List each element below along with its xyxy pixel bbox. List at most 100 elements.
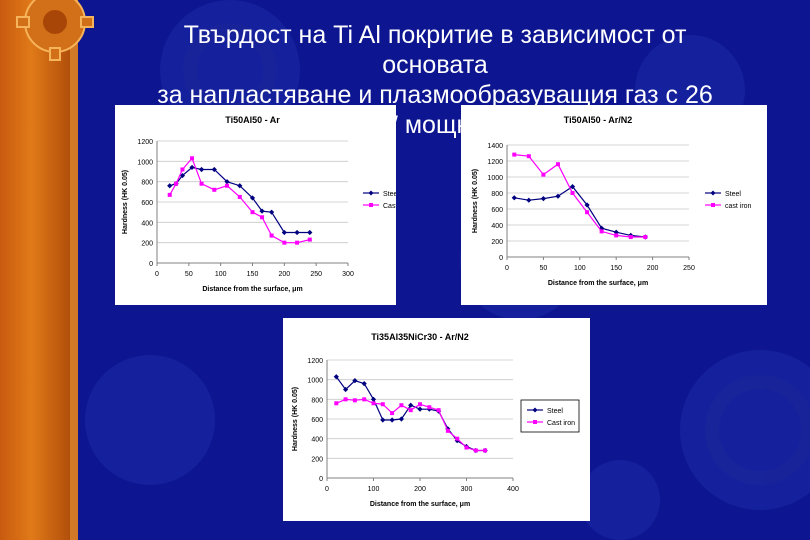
title-line-4: kW мощност [361,111,509,139]
x-tick-label: 250 [310,271,322,278]
data-point-cast-iron [555,162,560,167]
y-axis-label: Hardness (HK 0.05) [292,387,299,451]
data-point-steel [259,208,265,214]
data-point-steel [294,229,300,236]
data-point-cast-iron [190,156,195,161]
x-tick-label: 200 [278,271,290,278]
x-tick-label: 150 [247,271,259,278]
data-point-cast-iron [455,436,460,441]
x-tick-label: 100 [215,271,227,278]
data-point-steel [389,417,395,423]
data-point-steel [540,196,546,202]
data-point-cast-iron [362,397,367,402]
data-point-cast-iron [212,187,217,192]
data-point-cast-iron [199,181,204,186]
x-tick-label: 400 [507,486,519,493]
data-point-cast-iron [282,240,287,245]
y-tick-label: 0 [499,255,503,262]
x-tick-label: 200 [414,486,426,493]
data-point-cast-iron [418,402,422,407]
x-tick-label: 50 [540,265,548,272]
data-point-cast-iron [269,233,274,238]
data-point-cast-iron [380,402,385,407]
data-point-cast-iron [614,233,619,238]
y-axis-label: Hardness (HK 0.05) [122,170,129,234]
title-line-3: за напластяване и плазмообразуващия газ … [157,81,713,109]
data-point-cast-iron [599,229,604,234]
data-point-cast-iron [167,192,172,197]
data-point-steel [179,172,186,179]
left-strip-edge [70,0,78,540]
data-point-cast-iron [295,240,300,245]
left-decorative-strip [0,0,78,540]
x-tick-label: 100 [368,486,380,493]
data-point-steel [380,417,386,423]
chart-title: Ti50Al50 - Ar/N2 [564,115,633,125]
data-point-cast-iron [260,215,265,220]
data-point-cast-iron [307,237,312,242]
data-point-cast-iron [483,448,488,453]
y-tick-label: 1200 [487,159,503,166]
y-tick-label: 1000 [137,159,153,166]
series-line-cast-iron [169,157,310,244]
chart-legend: Steel cast iron [705,190,752,210]
data-point-steel [398,416,404,422]
legend-marker-steel [710,190,716,196]
title-line-1: Твърдост на Ti Al покритие в зависимост … [183,21,687,49]
series-line-steel [335,376,486,452]
y-tick-label: 200 [141,241,153,248]
y-tick-label: 800 [311,397,323,404]
y-tick-label: 1200 [307,358,323,365]
x-tick-label: 300 [342,271,354,278]
data-point-cast-iron [343,397,348,402]
y-tick-label: 800 [491,191,503,198]
legend-label: Cast iron [547,420,575,427]
data-point-cast-iron [628,235,633,239]
x-tick-label: 150 [610,265,622,272]
data-point-steel [526,197,532,203]
y-tick-label: 600 [141,200,153,207]
data-point-cast-iron [473,448,478,453]
y-tick-label: 600 [491,207,503,214]
legend-label: Steel [547,408,563,415]
slide-title: Твърдост на Ti Al покритие в зависимост … [95,20,775,140]
data-point-cast-iron [541,172,546,177]
data-point-cast-iron [526,154,531,159]
data-point-cast-iron [390,411,395,416]
data-point-cast-iron [585,210,590,215]
y-tick-label: 600 [311,417,323,424]
legend-marker-steel [532,407,538,413]
data-point-steel [198,166,205,173]
legend-marker-cast-iron [711,203,715,207]
data-point-steel [511,195,517,201]
legend-label: Steel [725,191,741,198]
chart-legend: Steel Cast iron [363,190,396,210]
x-tick-label: 100 [574,265,586,272]
data-point-steel [408,402,414,408]
data-point-steel [343,386,349,393]
x-tick-label: 300 [461,486,473,493]
legend-label: cast iron [725,203,752,210]
data-point-cast-iron [399,403,404,408]
x-tick-label: 50 [185,271,193,278]
y-tick-label: 200 [491,239,503,246]
legend-label: Steel [383,191,396,198]
chart-ti50al50-ar-n2: Ti50Al50 - Ar/N2020040060080010001200140… [472,115,752,287]
data-point-steel [417,406,423,412]
y-tick-label: 400 [311,437,323,444]
chart-ti50al50-ar: Ti50Al50 - Ar 0 200 400 600 800 1000 1200 0 50 100… [122,115,396,293]
title-line-2: основата [382,51,488,79]
legend-marker-cast-iron [533,420,537,424]
x-tick-label: 0 [325,486,329,493]
chart-legend: Steel Cast iron [520,399,580,433]
data-point-cast-iron [436,408,441,413]
data-point-cast-iron [643,235,648,239]
y-tick-label: 1000 [307,378,323,385]
data-point-steel [211,166,217,173]
data-point-steel [307,229,313,236]
x-tick-label: 250 [683,265,695,272]
legend-marker-cast-iron [369,203,373,207]
y-tick-label: 200 [311,456,323,463]
series-line-steel [514,185,646,238]
legend-label: Cast iron [383,203,396,210]
